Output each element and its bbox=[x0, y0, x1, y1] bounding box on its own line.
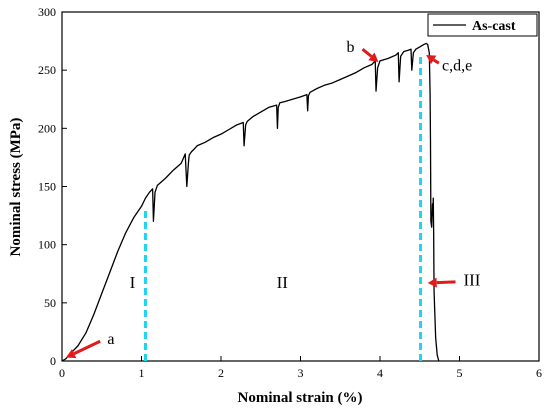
annotation-arrow bbox=[73, 339, 101, 355]
annotation-arrowhead bbox=[65, 349, 77, 359]
region-label: II bbox=[277, 273, 289, 292]
annotation-arrowhead bbox=[426, 55, 437, 65]
y-tick-label: 300 bbox=[38, 5, 56, 19]
x-axis-title: Nominal strain (%) bbox=[238, 390, 363, 406]
x-tick-label: 4 bbox=[377, 366, 383, 380]
annotation-label: c,d,e bbox=[442, 58, 472, 75]
axis-ticks: 0 1 2 3 4 5 6 0 50 100 150 200 250 300 bbox=[38, 5, 542, 380]
annotation-arrow bbox=[436, 280, 456, 285]
legend-box bbox=[427, 13, 538, 37]
annotation-label: a bbox=[107, 331, 114, 348]
y-tick-label: 250 bbox=[38, 63, 56, 77]
legend: As-cast bbox=[427, 13, 538, 37]
annotation-arrow bbox=[361, 48, 373, 58]
annotations: a b c,d,e bbox=[65, 39, 472, 359]
y-tick-label: 150 bbox=[38, 180, 56, 194]
x-tick-label: 6 bbox=[536, 366, 542, 380]
legend-label-as-cast: As-cast bbox=[472, 19, 516, 34]
region-boundaries bbox=[143, 56, 423, 361]
y-tick-label: 200 bbox=[38, 121, 56, 135]
annotation-arrow bbox=[432, 58, 440, 65]
y-tick-label: 0 bbox=[50, 354, 56, 368]
annotation-arrowhead bbox=[427, 277, 437, 288]
x-tick-label: 1 bbox=[139, 366, 145, 380]
region-label: III bbox=[463, 271, 480, 290]
x-tick-label: 5 bbox=[457, 366, 463, 380]
y-tick-label: 100 bbox=[38, 238, 56, 252]
region-labels: I II III bbox=[130, 271, 481, 292]
series-line-as-cast bbox=[61, 42, 440, 362]
y-axis-title: Nominal stress (MPa) bbox=[8, 118, 24, 257]
series-layer bbox=[61, 42, 440, 362]
x-tick-label: 3 bbox=[298, 366, 304, 380]
y-tick-label: 50 bbox=[44, 296, 56, 310]
annotation-arrowhead bbox=[368, 52, 379, 63]
region-label: I bbox=[130, 273, 136, 292]
x-tick-label: 0 bbox=[59, 366, 65, 380]
annotation-label: b bbox=[347, 39, 355, 56]
x-tick-label: 2 bbox=[218, 366, 224, 380]
